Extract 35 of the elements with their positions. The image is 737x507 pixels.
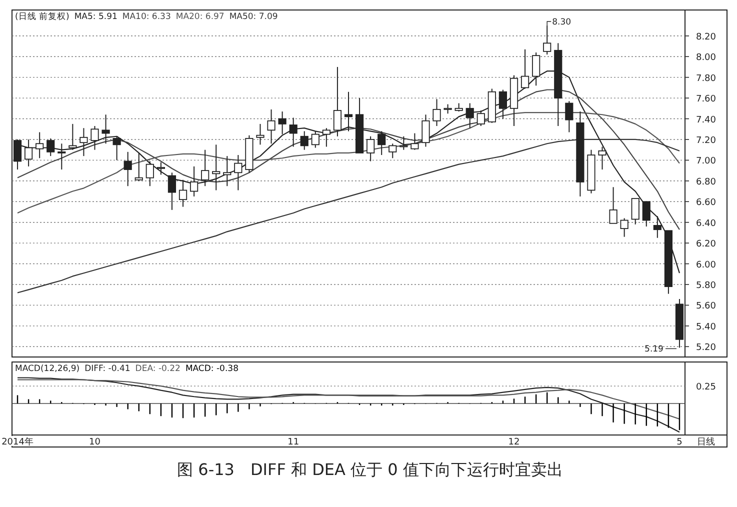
caption: 图 6-13 DIFF 和 DEA 位于 0 值下向下运行时宜卖出 [177, 460, 563, 479]
y-tick-label: 5.20 [696, 343, 716, 354]
series-label: DEA: -0.22 [135, 364, 180, 374]
chart-title: (日线 前复权) [15, 11, 70, 22]
y-tick-label: 7.40 [696, 115, 716, 126]
text: 0.25 [696, 382, 716, 393]
annotation: 8.30 [552, 18, 572, 28]
y-tick-label: 5.60 [696, 302, 716, 312]
y-tick-label: 6.60 [696, 198, 716, 208]
text: MA20: 6.97 [176, 12, 224, 22]
y-tick-label: 7.20 [696, 136, 716, 146]
x-tick-label: 10 [89, 438, 101, 448]
text: MACD: -0.38 [185, 364, 238, 374]
series-label: DIFF: -0.41 [84, 364, 130, 374]
y-tick-label: 6.40 [696, 218, 716, 229]
annotation: 5.19 [644, 344, 664, 355]
y-tick-label: 6.20 [696, 240, 716, 250]
x-tick-label: 2014年 [2, 436, 34, 448]
x-tick-label: 12 [508, 438, 520, 448]
y-tick-label: 8.00 [696, 53, 716, 64]
x-tick-label: 5 [676, 438, 682, 448]
y-tick-label: 8.20 [696, 32, 716, 42]
y-tick-label: 6.00 [696, 260, 716, 270]
text: MA10: 6.33 [122, 12, 171, 22]
chart-title: MACD(12,26,9) [15, 364, 80, 374]
text: MA50: 7.09 [229, 12, 278, 22]
x-tick-label: 11 [288, 438, 300, 448]
y-tick-label: 7.80 [696, 74, 716, 84]
text: 日线 [697, 436, 715, 448]
y-tick-label: 5.80 [696, 280, 716, 291]
text: MA5: 5.91 [74, 12, 118, 22]
y-tick-label: 7.00 [696, 156, 716, 167]
y-tick-label: 6.80 [696, 177, 716, 188]
y-tick-label: 7.60 [696, 94, 716, 105]
y-tick-label: 5.40 [696, 322, 716, 332]
